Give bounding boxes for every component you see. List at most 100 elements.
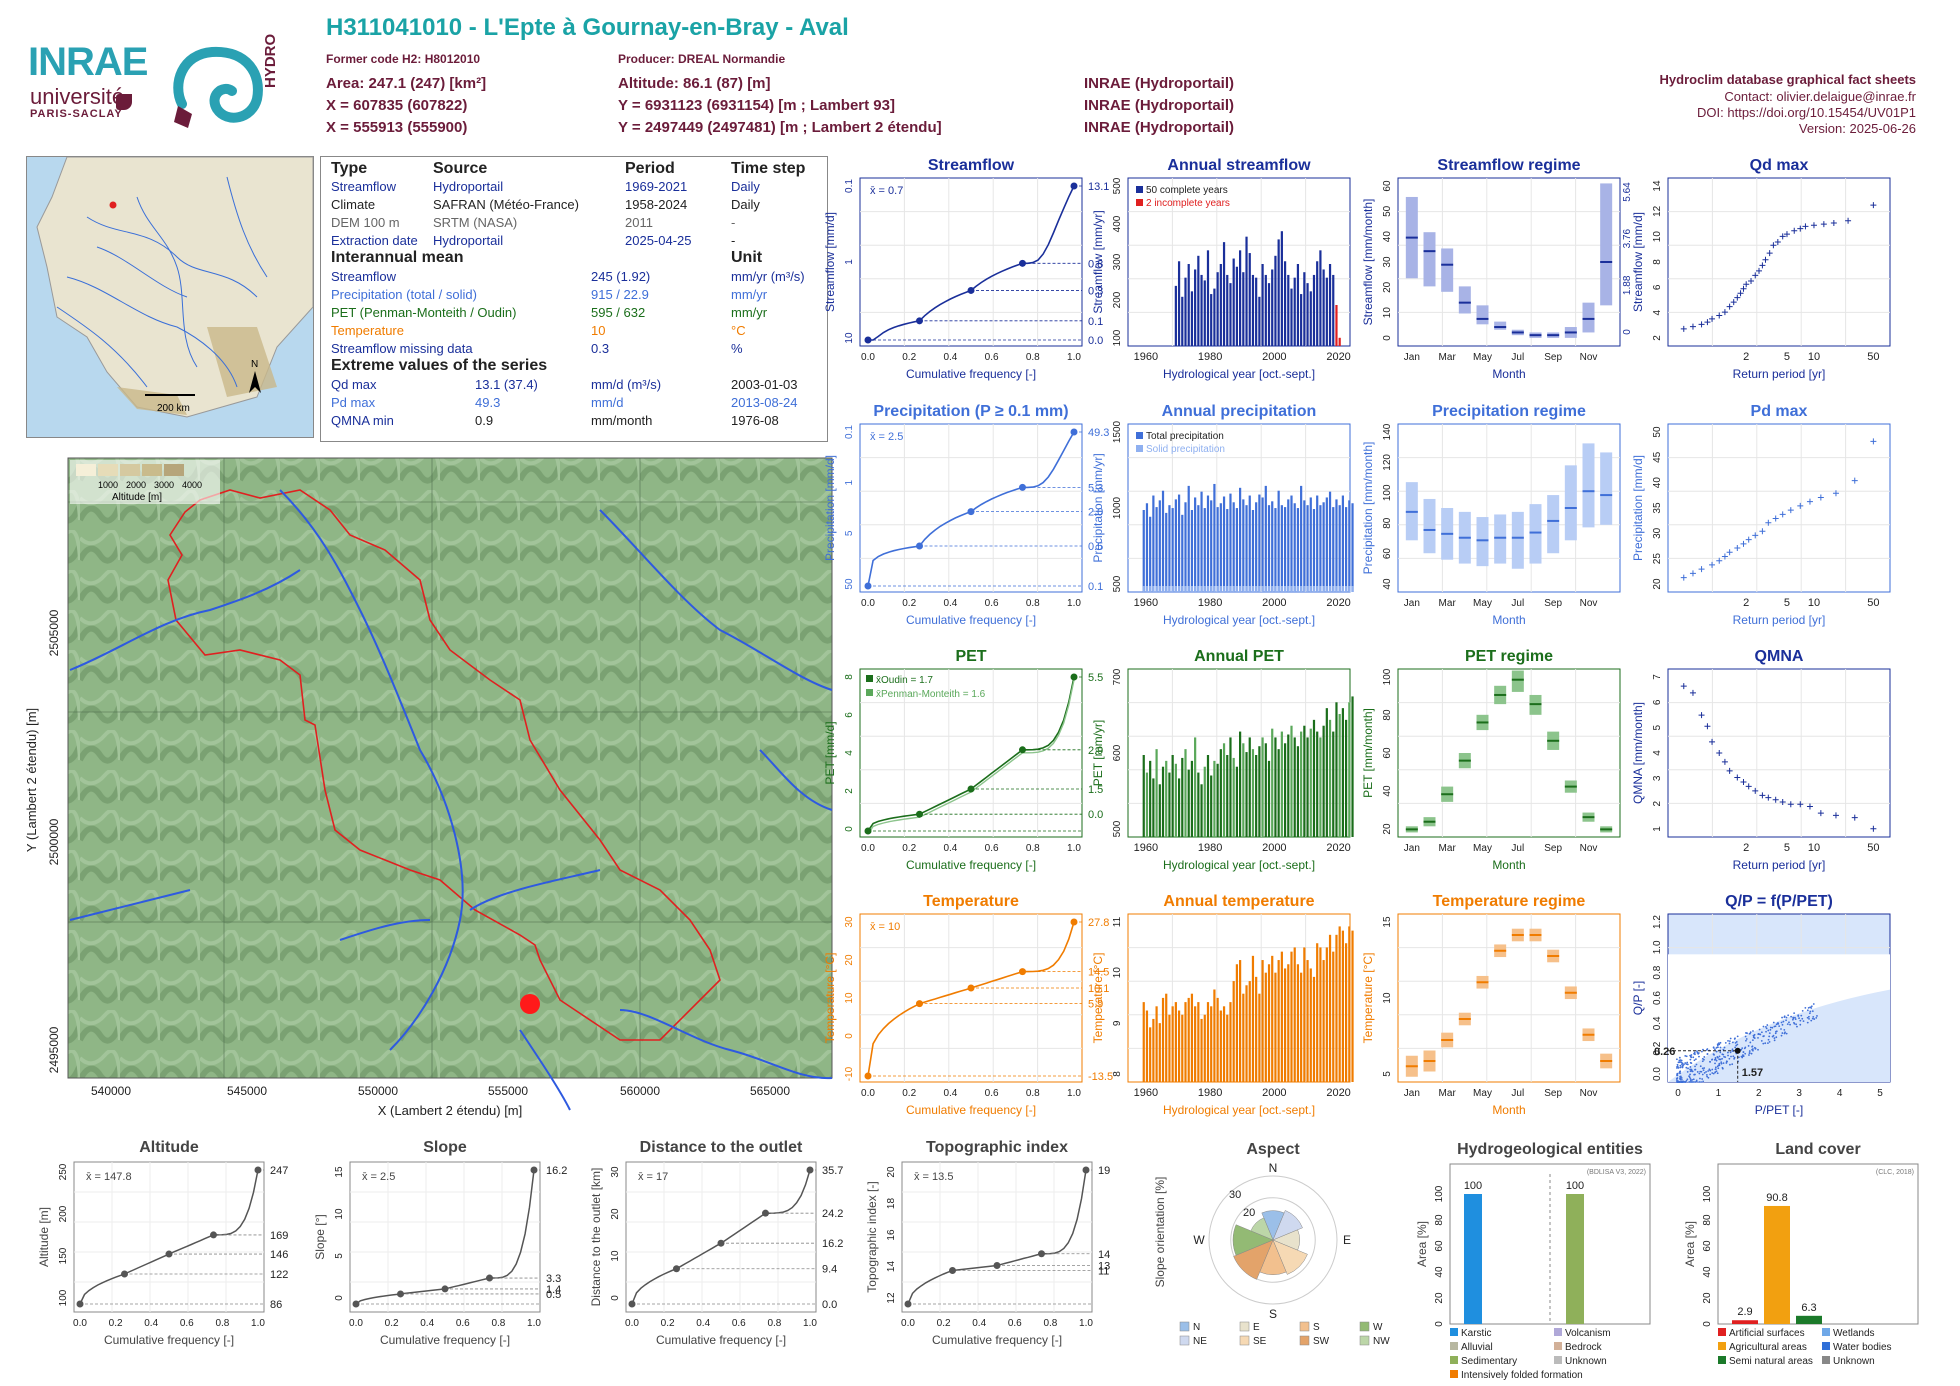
- qp-data-point: [1729, 1037, 1732, 1040]
- ytick-label: 25: [1652, 553, 1663, 565]
- col-header-type: Type: [331, 160, 368, 177]
- annual_temperature-bar: [1341, 930, 1344, 1082]
- qp-data-point: [1694, 1058, 1697, 1061]
- xtick-label: 4: [1837, 1088, 1843, 1099]
- hydrogeology-ytick-label: 0: [1434, 1321, 1445, 1327]
- landcover-legend-label: Water bodies: [1833, 1342, 1892, 1353]
- ytick-label: 80: [1382, 517, 1393, 529]
- topographic_index-xtick-label: 0.2: [937, 1318, 951, 1329]
- ytick-label: 80: [1382, 709, 1393, 721]
- landcover-legend-swatch: [1822, 1328, 1830, 1336]
- annual_streamflow-bar: [1194, 269, 1197, 346]
- annual_temperature-bar: [1177, 1010, 1181, 1082]
- ytick-label: 4: [1652, 750, 1663, 756]
- qmna-point: [1817, 810, 1824, 817]
- ytick-label: 120: [1382, 454, 1393, 471]
- row-period: 1969-2021: [625, 179, 688, 194]
- qp_ppet-ylabel: Q/P [-]: [1631, 981, 1645, 1015]
- qp-data-point: [1686, 1070, 1689, 1073]
- precipitation_regime-xtick-label: Mar: [1439, 598, 1457, 609]
- qp-data-point: [1801, 1017, 1804, 1020]
- qd_max-point: [1791, 227, 1798, 234]
- annual_temperature-bar: [1174, 1002, 1177, 1082]
- inrae-logo: INRAE: [28, 40, 148, 84]
- ytick-label: 5: [844, 530, 855, 536]
- altitude-xtick-label: 1.0: [251, 1318, 265, 1329]
- qp-data-point: [1694, 1065, 1696, 1068]
- precipitation_regime-title: Precipitation regime: [1432, 403, 1586, 420]
- aspect-compass-label: N: [1269, 1161, 1278, 1175]
- annual_precipitation-bar: [1229, 493, 1232, 592]
- annual_pet-bar: [1149, 760, 1152, 837]
- ytick-label: 1000: [1112, 496, 1123, 519]
- annual_precipitation-bar: [1322, 502, 1325, 592]
- ytick-label: 50: [844, 578, 855, 590]
- landcover-bar-value: 6.3: [1801, 1302, 1816, 1314]
- distance-ytick-label: 10: [610, 1250, 621, 1262]
- annual_precipitation-solid-bar: [1142, 586, 1145, 592]
- annual_streamflow-legend-label: 2 incomplete years: [1146, 198, 1230, 209]
- ytick-label: 100: [1382, 484, 1393, 501]
- qp-data-point: [1791, 1018, 1794, 1021]
- qp-data-point: [1810, 1007, 1813, 1009]
- qd_max-point: [1770, 242, 1777, 249]
- qp-data-point: [1724, 1041, 1727, 1044]
- temperature-ylabel: Temperature [°C]: [823, 953, 837, 1044]
- ytick-label: 4: [1652, 309, 1663, 315]
- temperature-data-point: [967, 984, 975, 992]
- ytick-label: 20: [1382, 823, 1393, 835]
- qp-data-point: [1700, 1070, 1703, 1073]
- annual_temperature-bar: [1171, 1006, 1174, 1082]
- qp-data-point: [1728, 1040, 1731, 1043]
- annual_streamflow-bar: [1325, 277, 1328, 346]
- ytick-label: 2: [844, 788, 855, 794]
- qp-data-point: [1715, 1070, 1718, 1073]
- annual_pet-bar: [1142, 755, 1145, 837]
- annual_precipitation-bar: [1232, 502, 1235, 592]
- hydrogeology-ytick-label: 20: [1434, 1292, 1445, 1304]
- aspect-legend-swatch: [1299, 1321, 1310, 1332]
- qd_max-point: [1689, 323, 1696, 330]
- annual_streamflow-bar: [1222, 242, 1226, 346]
- pet-ylabel: PET [mm/d]: [823, 721, 837, 784]
- altitude-right-tick-label: 146: [270, 1249, 288, 1261]
- pet-data-point: [864, 827, 872, 835]
- annual_streamflow-bar: [1319, 250, 1322, 346]
- mean-value: 595 / 632: [591, 305, 646, 320]
- annual_precipitation-bar: [1264, 485, 1267, 592]
- universite-logo: université: [30, 84, 125, 109]
- qp-data-point: [1815, 1016, 1818, 1019]
- annual_streamflow-bar: [1216, 272, 1219, 346]
- qp-data-point: [1685, 1055, 1688, 1058]
- annual_precipitation-bar: [1271, 501, 1274, 592]
- qp-data-point: [1781, 1016, 1783, 1019]
- annual_temperature-bar: [1296, 964, 1300, 1082]
- ytick-label: 10: [844, 992, 855, 1004]
- qp-data-point: [1719, 1051, 1722, 1054]
- precipitation-xtick-label: 1.0: [1067, 598, 1081, 609]
- annual_temperature-bar: [1145, 1010, 1149, 1082]
- topographic_index-ytick-label: 12: [886, 1292, 897, 1304]
- qd_max-ylabel: Streamflow [mm/d]: [1631, 212, 1645, 312]
- annual_temperature-bar: [1194, 1006, 1197, 1082]
- qp-data-point: [1714, 1068, 1717, 1071]
- qp-data-point: [1788, 1021, 1790, 1024]
- annual_pet-bar: [1267, 760, 1271, 837]
- annual_precipitation-solid-bar: [1152, 586, 1155, 592]
- qd_max-point: [1783, 231, 1790, 238]
- annual_pet-bar: [1184, 749, 1187, 837]
- qp-data-point: [1808, 1018, 1810, 1020]
- qp-data-point: [1740, 1048, 1743, 1051]
- topographic_index-xtick-label: 0.0: [901, 1318, 915, 1329]
- rivers: [69, 489, 833, 1111]
- extreme-label: Pd max: [331, 395, 376, 410]
- precipitation-xtick-label: 0.4: [943, 598, 957, 609]
- qmna-title: QMNA: [1755, 648, 1804, 665]
- qp-data-point: [1767, 1038, 1770, 1041]
- temperature-xlabel: Cumulative frequency [-]: [906, 1103, 1036, 1117]
- slope-xtick-label: 0.8: [491, 1318, 505, 1329]
- annual_temperature-bar: [1345, 943, 1348, 1082]
- qmna-point: [1870, 825, 1877, 832]
- streamflow-xtick-label: 0.0: [861, 352, 875, 363]
- mean-label: Streamflow: [331, 269, 397, 284]
